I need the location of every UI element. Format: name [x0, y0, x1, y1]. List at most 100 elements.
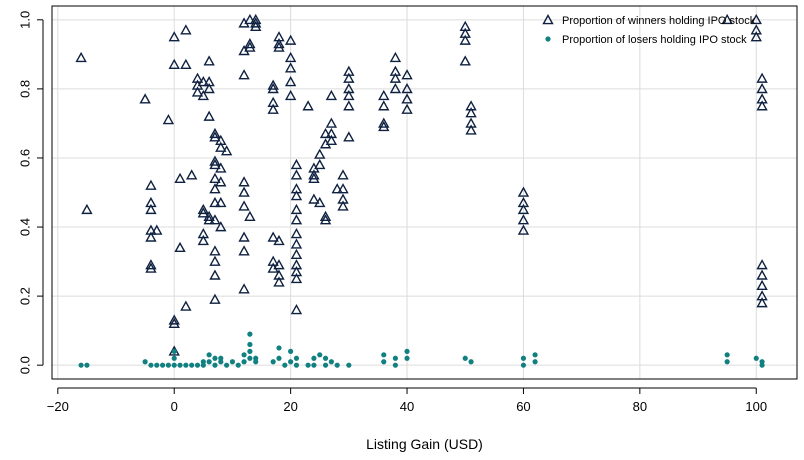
winner-point — [209, 183, 221, 194]
x-tick-label: −20 — [47, 399, 69, 414]
loser-point — [328, 359, 334, 365]
winner-point — [273, 38, 285, 49]
winner-point — [203, 110, 215, 121]
winner-point — [197, 207, 210, 218]
loser-point — [194, 362, 201, 368]
winner-point — [145, 179, 157, 190]
winner-point — [180, 300, 192, 311]
winner-point — [378, 100, 390, 111]
winner-point — [314, 148, 326, 159]
winner-point — [209, 131, 221, 142]
loser-point — [532, 352, 538, 358]
loser-point — [241, 352, 247, 358]
winner-point — [197, 234, 210, 246]
loser-point — [224, 362, 230, 368]
winner-point — [756, 72, 768, 83]
winner-point — [401, 69, 413, 80]
winner-point — [308, 169, 320, 180]
loser-point — [346, 362, 352, 368]
loser-point — [468, 359, 474, 365]
winner-point — [337, 169, 349, 180]
loser-point — [148, 362, 154, 368]
loser-point — [305, 362, 311, 368]
winner-point — [756, 82, 768, 94]
winner-point — [302, 100, 314, 111]
loser-point — [724, 352, 730, 358]
loser-point — [171, 355, 177, 361]
winner-point — [250, 17, 262, 28]
x-tick-label: 0 — [171, 399, 178, 414]
loser-point — [241, 359, 247, 365]
loser-point — [334, 362, 340, 368]
winner-point — [378, 120, 390, 132]
winner-point — [314, 196, 326, 208]
loser-point — [78, 362, 84, 368]
winner-point — [325, 117, 338, 128]
winner-point — [209, 158, 221, 170]
winner-point — [319, 210, 332, 221]
loser-point — [171, 348, 177, 354]
y-tick-label: 0.4 — [17, 218, 32, 236]
winner-point — [756, 100, 768, 111]
winner-point — [209, 245, 221, 256]
winner-point — [267, 103, 279, 114]
loser-point — [171, 362, 177, 368]
winner-point — [721, 13, 733, 25]
winner-point — [209, 155, 221, 166]
winner-point — [215, 196, 227, 208]
winner-point — [220, 145, 233, 156]
winner-point — [238, 231, 250, 242]
loser-point — [165, 362, 172, 368]
loser-point — [200, 359, 206, 365]
winner-point — [174, 241, 186, 253]
loser-point — [247, 341, 253, 348]
winner-point — [343, 89, 355, 101]
winner-point — [325, 134, 338, 145]
winner-point — [389, 72, 402, 83]
y-tick-label: 0.2 — [17, 287, 32, 305]
loser-point — [724, 359, 730, 365]
grid-lines — [52, 6, 797, 379]
loser-point — [462, 355, 468, 361]
winner-point — [145, 203, 157, 215]
winner-point — [290, 248, 303, 259]
winner-point — [238, 245, 250, 256]
winner-point — [209, 269, 221, 280]
winner-point — [750, 31, 762, 42]
winner-point — [244, 210, 256, 221]
loser-point — [520, 355, 527, 361]
winner-point — [401, 93, 413, 104]
loser-point — [404, 348, 410, 354]
plot-frame — [51, 5, 798, 380]
x-axis: −20 0 20 40 60 80 100 — [47, 387, 767, 414]
winner-point — [168, 58, 180, 70]
winner-point — [284, 62, 297, 73]
winner-point — [203, 214, 215, 225]
winner-point — [145, 231, 157, 242]
winner-point — [756, 269, 768, 280]
winner-point — [290, 190, 303, 201]
loser-point — [276, 345, 282, 351]
loser-point — [189, 362, 195, 368]
loser-point — [282, 362, 288, 368]
loser-point — [293, 362, 300, 368]
winner-point — [290, 169, 303, 180]
winner-point — [209, 127, 221, 139]
winner-point — [343, 100, 355, 111]
loser-point — [392, 362, 398, 368]
winner-point — [185, 169, 198, 180]
x-tick-label: 60 — [516, 399, 530, 414]
winner-point — [180, 58, 192, 70]
winner-point — [459, 34, 471, 45]
winner-point — [209, 196, 221, 208]
winner-point — [756, 279, 768, 291]
winner-point — [250, 20, 262, 32]
legend-marker-winners — [542, 14, 554, 25]
loser-point — [288, 348, 294, 354]
winner-point — [191, 86, 204, 97]
winner-point — [244, 38, 256, 49]
winner-point — [290, 203, 303, 215]
winner-point — [267, 231, 279, 242]
winner-point — [378, 89, 390, 101]
